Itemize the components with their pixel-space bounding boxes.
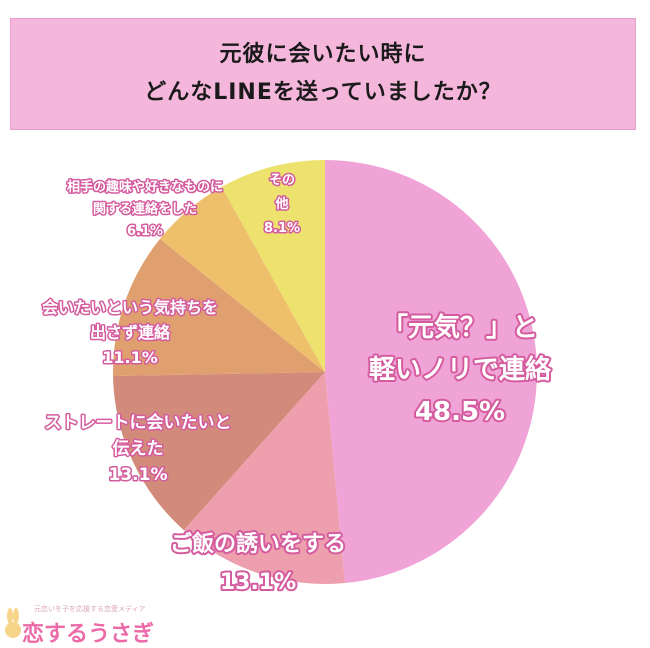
slice-label-2-line-0: ストレートに会いたいと [45, 412, 232, 433]
slice-value-1: 13.1% [220, 570, 296, 595]
slice-value-4: 6.1% [127, 224, 163, 239]
slice-value-0: 48.5% [415, 397, 505, 427]
slice-label-2-line-1: 伝えた [113, 438, 164, 459]
pie-slice-3 [113, 238, 325, 376]
pie-slice-5 [221, 160, 325, 372]
brand-logo: 元恋いを子を応援する恋愛メディア 恋するうさぎ [2, 600, 202, 647]
slice-label-1-line-0: ご飯の誘いをする [170, 531, 346, 557]
logo-tagline: 元恋いを子を応援する恋愛メディア [34, 605, 146, 613]
pie-slice-1 [183, 372, 345, 584]
logo-name: 恋するうさぎ [22, 622, 155, 647]
slice-label-0-line-0: 「元気？」と [382, 312, 538, 343]
slice-value-2: 13.1% [109, 465, 168, 485]
slice-label-3-line-0: 会いたいという気持ちを [42, 298, 218, 317]
slice-label-4-line-1: 関する連絡をした [93, 201, 197, 217]
slice-value-5: 8.1% [264, 221, 300, 236]
slice-label-5-line-1: 他 [274, 196, 288, 212]
title-line-1: 元彼に会いたい時に [219, 42, 427, 67]
title-line-2: どんなLINEを送っていましたか？ [144, 80, 502, 105]
slice-value-3: 11.1% [102, 348, 158, 367]
slice-label-0-line-1: 軽いノリで連絡 [369, 354, 552, 385]
title-banner: 元彼に会いたい時に どんなLINEを送っていましたか？ [10, 18, 636, 130]
rabbit-icon [5, 608, 21, 638]
slice-label-4-line-0: 相手の趣味や好きなものに [67, 179, 223, 195]
pie-slice-0 [325, 160, 537, 584]
slice-label-5-line-0: その [269, 173, 295, 188]
slice-label-3-line-1: 出さず連絡 [90, 323, 171, 342]
pie-slice-2 [113, 372, 325, 531]
pie-slice-4 [159, 186, 325, 372]
